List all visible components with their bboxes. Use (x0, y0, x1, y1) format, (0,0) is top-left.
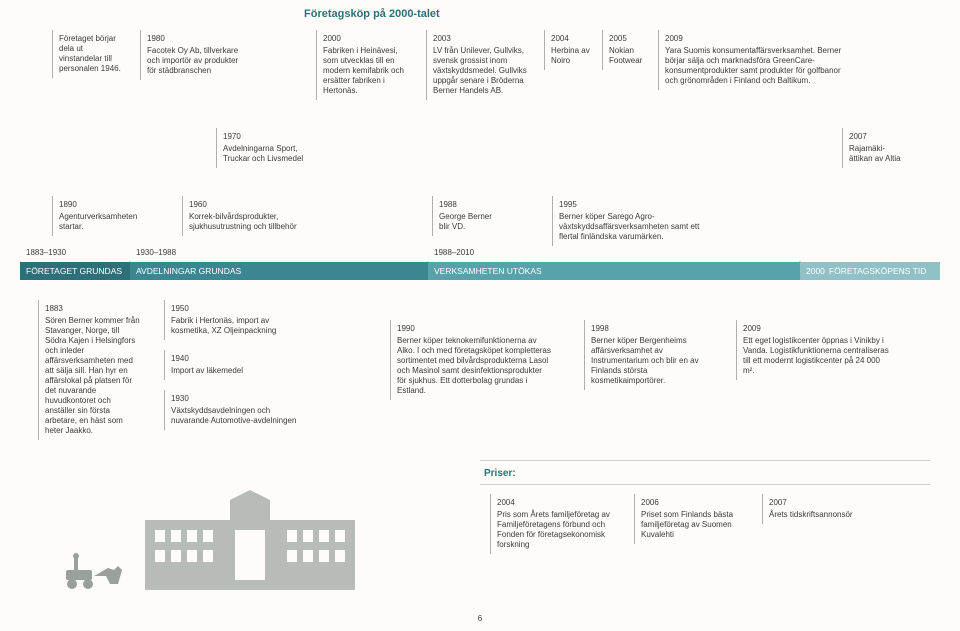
timeline-event: 1940Import av läkemedel (164, 350, 314, 380)
timeline-event: 2000Fabriken i Heinävesi, som utvecklas … (316, 30, 420, 100)
timeline-event: 2009Ett eget logistikcenter öppnas i Vin… (736, 320, 896, 380)
timeline-event: 2003LV från Unilever, Gullviks, svensk g… (426, 30, 538, 100)
timeline-event: 1998Berner köper Bergenheims affärsverks… (584, 320, 712, 390)
page-title: Företagsköp på 2000-talet (304, 8, 440, 20)
timeline-event: 2006Priset som Finlands bästa familjeför… (634, 494, 746, 544)
timeline-event: 2005Nokian Footwear (602, 30, 652, 70)
timeline-event: 1990Berner köper teknokemifunktionerna a… (390, 320, 558, 400)
timeline-event: 1970Avdelningarna Sport, Truckar och Liv… (216, 128, 326, 168)
timeline-event: 2004Pris som Årets familjeföretag av Fam… (490, 494, 616, 554)
horse-cart-icon (60, 540, 130, 590)
band-founded: 1883–1930 FÖRETAGET GRUNDAS (20, 262, 130, 280)
timeline-event: 1960Korrek-bilvårdsprodukter, sjukhusutr… (182, 196, 322, 236)
band-divisions: 1930–1988 AVDELNINGAR GRUNDAS (130, 262, 428, 280)
band-acquisitions: 2000 FÖRETAGSKÖPENS TID (800, 262, 940, 280)
timeline-row-1: Företaget börjar dela ut vinstandelar ti… (52, 30, 856, 100)
timeline-event: 1980Facotek Oy Ab, tillverkare och impor… (140, 30, 252, 80)
building-icon (145, 490, 355, 590)
priser-title: Priser: (484, 468, 516, 479)
timeline-event: 2004Herbina av Noiro (544, 30, 596, 70)
event-1883: 1883 Sören Berner kommer från Stavanger,… (38, 300, 146, 440)
timeline-event: 1930Växtskyddsavdelningen och nuvarande … (164, 390, 314, 430)
timeline-event: 1890Agenturverksamheten startar. (52, 196, 130, 236)
timeline-event: 1950Fabrik i Hertonäs, import av kosmeti… (164, 300, 314, 340)
page-number: 6 (0, 614, 960, 623)
timeline-event: 2007Årets tidskriftsannonsör (762, 494, 866, 524)
stacked-events: 1950Fabrik i Hertonäs, import av kosmeti… (164, 300, 314, 440)
timeline-event: Företaget börjar dela ut vinstandelar ti… (52, 30, 134, 78)
timeline-event: 1995Berner köper Sarego Agro-växtskyddsa… (552, 196, 722, 246)
band-expanded: 1988–2010 VERKSAMHETEN UTÖKAS (428, 262, 800, 280)
priser-separator-2 (480, 484, 930, 485)
priser-separator (480, 460, 930, 461)
timeline-page: Företagsköp på 2000-talet Företaget börj… (0, 0, 960, 631)
illustration (60, 480, 380, 600)
timeline-event: 2009Yara Suomis konsumentaffärsverksamhe… (658, 30, 856, 90)
timeline-event: 2007Rajamäki-ättikan av Altia (842, 128, 912, 168)
timeline-event: 1988George Berner blir VD. (432, 196, 506, 236)
era-band: 1883–1930 FÖRETAGET GRUNDAS 1930–1988 AV… (20, 262, 940, 296)
